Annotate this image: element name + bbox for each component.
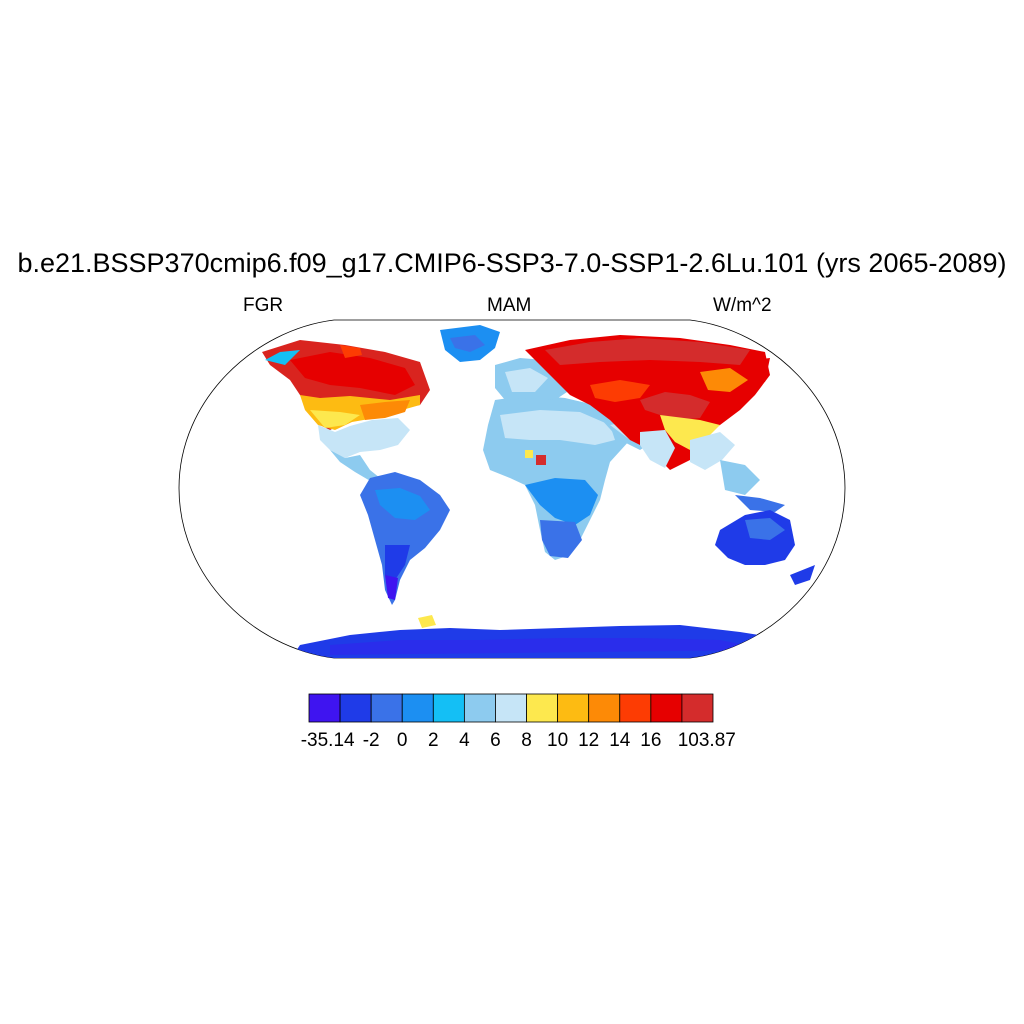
colorbar-box [432, 693, 465, 723]
colorbar-box [339, 693, 372, 723]
australia [715, 510, 815, 585]
colorbar-tick-label: 10 [547, 730, 569, 751]
colorbar-tick-label: 2 [428, 730, 439, 751]
colorbar-tick-label: 4 [459, 730, 470, 751]
colorbar-tick-label: -2 [362, 730, 380, 751]
colorbar-tick-label: 6 [490, 730, 501, 751]
colorbar-box [681, 693, 714, 723]
south-america [360, 472, 450, 605]
colorbar-tick-label: 14 [609, 730, 631, 751]
colorbar-tick-label: 12 [578, 730, 600, 751]
colorbar-box [308, 693, 341, 723]
north-america [262, 325, 500, 482]
colorbar-box [650, 693, 683, 723]
colorbar-tick-label: -35.14 [300, 730, 355, 751]
colorbar-tick-label: 103.87 [677, 730, 736, 751]
units-label: W/m^2 [713, 295, 772, 316]
colorbar-tick-label: 8 [521, 730, 532, 751]
season-label: MAM [487, 295, 532, 316]
colorbar-box [619, 693, 652, 723]
colorbar-box [588, 693, 621, 723]
variable-label: FGR [243, 295, 284, 316]
figure-title: b.e21.BSSP370cmip6.f09_g17.CMIP6-SSP3-7.… [17, 248, 1007, 278]
colorbar-box [557, 693, 590, 723]
asia [525, 335, 785, 512]
antarctica [290, 615, 800, 658]
colorbar-box [463, 693, 496, 723]
colorbar-box [370, 693, 403, 723]
colorbar [308, 693, 714, 723]
colorbar-tick-label: 0 [396, 730, 408, 751]
colorbar-box [526, 693, 559, 723]
colorbar-box [401, 693, 434, 723]
colorbar-tick-label: 16 [640, 730, 662, 751]
colorbar-box [495, 693, 527, 723]
